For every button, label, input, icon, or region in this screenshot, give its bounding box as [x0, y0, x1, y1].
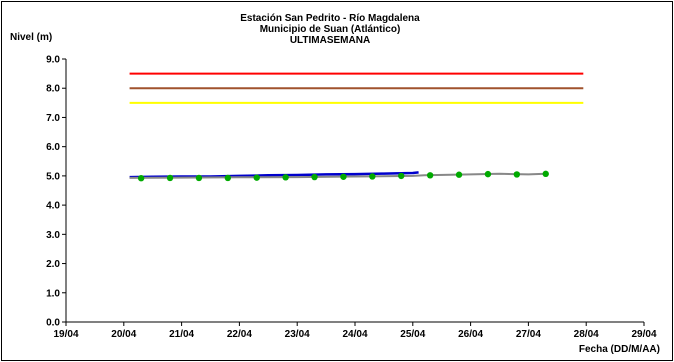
x-tick-label: 29/04	[631, 329, 656, 340]
series-line	[129, 171, 419, 179]
data-point	[195, 174, 203, 182]
y-tick-label: 8.0	[46, 84, 60, 95]
data-point	[398, 172, 405, 180]
data-point	[224, 174, 232, 182]
data-point	[369, 173, 376, 180]
y-tick-label: 9.0	[46, 55, 60, 66]
chart-title-line-1: Estación San Pedrito - Río Magdalena	[240, 13, 420, 24]
data-point	[484, 170, 492, 178]
x-tick-label: 19/04	[53, 329, 78, 340]
y-tick-label: 1.0	[46, 288, 60, 299]
x-tick-label: 25/04	[400, 329, 425, 340]
data-point	[340, 173, 347, 180]
data-point	[282, 174, 289, 181]
x-tick-label: 27/04	[516, 329, 541, 340]
x-axis-label: Fecha (DD/M/AA)	[579, 344, 660, 355]
x-tick-label: 22/04	[227, 329, 252, 340]
y-tick-label: 7.0	[46, 113, 60, 124]
plot-area: 0.0 1.0 2.0 3.0 4.0 5.0 6.0 7.0 8.0 9.0 19/04 20/04…	[46, 55, 657, 341]
data-point	[455, 171, 463, 178]
x-tick-label: 20/04	[111, 329, 136, 340]
data-point	[166, 174, 174, 182]
x-tick-label: 23/04	[285, 329, 310, 340]
x-tick-label: 24/04	[342, 329, 367, 340]
x-tick-label: 26/04	[458, 329, 483, 340]
data-point	[513, 171, 521, 178]
y-tick-label: 5.0	[46, 171, 60, 182]
data-point	[253, 174, 260, 181]
data-point	[137, 175, 145, 182]
series-line	[129, 172, 546, 179]
chart-title-line-3: ULTIMASEMANA	[290, 35, 370, 46]
y-tick-label: 0.0	[46, 318, 60, 329]
data-point	[311, 173, 318, 181]
y-tick-label: 3.0	[46, 230, 60, 241]
y-tick-label: 2.0	[46, 259, 60, 270]
y-tick-label: 4.0	[46, 201, 60, 212]
chart-title-line-2: Municipio de Suan (Atlántico)	[260, 24, 401, 35]
data-point	[426, 172, 434, 179]
y-tick-label: 6.0	[46, 142, 60, 153]
data-point	[542, 170, 549, 178]
x-tick-label: 28/04	[574, 329, 599, 340]
y-axis-label: Nivel (m)	[10, 32, 52, 43]
x-tick-label: 21/04	[169, 329, 194, 340]
